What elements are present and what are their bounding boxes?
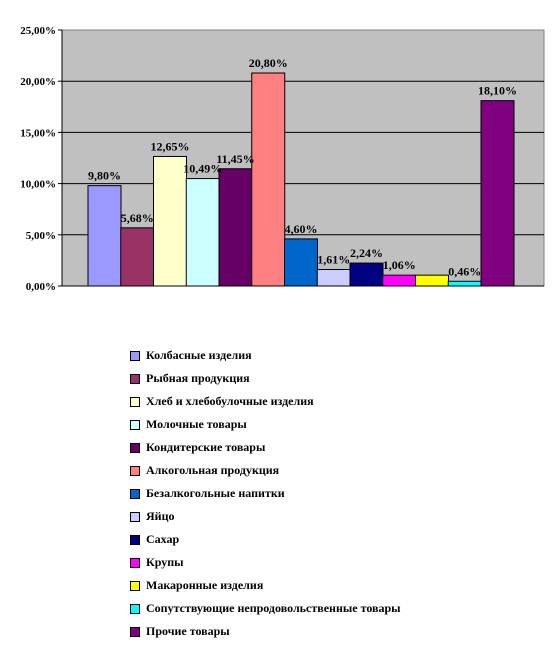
legend-swatch [130, 419, 140, 430]
legend-label: Яйцо [146, 509, 175, 523]
bar-chart: 0,00% 5,00% 10,00% 15,00% 20,00% 25,00% 9,80%… [20, 25, 545, 293]
bar-value-label: 2,24% [350, 246, 383, 260]
bar-value-label: 20,80% [249, 56, 288, 70]
bar [120, 227, 155, 287]
bar [480, 100, 515, 287]
legend-swatch [130, 603, 140, 614]
bar-value-label: 1,06% [383, 258, 416, 272]
legend-item: Прочие товары [130, 620, 401, 643]
legend-swatch [130, 442, 140, 453]
legend-swatch [130, 580, 140, 591]
legend-item: Колбасные изделия [130, 344, 401, 367]
legend-label: Хлеб и хлебобулочные изделия [146, 394, 314, 408]
bar [251, 72, 286, 287]
bar [349, 262, 384, 287]
legend-item: Яйцо [130, 505, 401, 528]
legend-label: Безалкогольные напитки [146, 486, 285, 500]
y-tick-label: 15,00% [20, 127, 56, 139]
bar [284, 238, 318, 287]
bar-value-label: 5,68% [121, 211, 154, 225]
legend-swatch [130, 534, 140, 545]
legend-item: Макаронные изделия [130, 574, 401, 597]
legend-swatch [130, 511, 140, 522]
y-tick-label: 10,00% [20, 179, 56, 191]
bar [316, 269, 351, 287]
legend-label: Макаронные изделия [146, 578, 264, 592]
y-tick-label: 25,00% [20, 25, 56, 37]
legend-label: Кондитерские товары [146, 440, 266, 454]
legend-item: Алкогольная продукция [130, 459, 401, 482]
y-tick-label: 0,00% [26, 281, 56, 293]
legend-label: Алкогольная продукция [146, 463, 280, 477]
bar [447, 280, 482, 287]
legend-item: Крупы [130, 551, 401, 574]
bar [382, 274, 417, 287]
legend-swatch [130, 626, 140, 637]
legend-label: Молочные товары [146, 417, 247, 431]
bar-value-label: 9,80% [88, 169, 121, 183]
legend-item: Безалкогольные напитки [130, 482, 401, 505]
bar-value-label: 10,49% [183, 162, 222, 176]
bar [415, 274, 449, 287]
legend-item: Рыбная продукция [130, 367, 401, 390]
legend-swatch [130, 465, 140, 476]
legend-label: Сахар [146, 532, 180, 546]
legend-label: Сопутствующие непродовольственные товары [146, 601, 401, 615]
bar-value-label: 18,10% [478, 84, 517, 98]
legend-item: Сопутствующие непродовольственные товары [130, 597, 401, 620]
y-tick-label: 5,00% [26, 230, 56, 242]
bar-value-label: 0,46% [448, 264, 481, 278]
legend-swatch [130, 396, 140, 407]
legend-item: Хлеб и хлебобулочные изделия [130, 390, 401, 413]
bar-value-label: 4,60% [285, 222, 318, 236]
legend-label: Колбасные изделия [146, 348, 252, 362]
bar [185, 178, 220, 287]
legend-item: Кондитерские товары [130, 436, 401, 459]
bar-value-label: 12,65% [151, 139, 190, 153]
legend-item: Молочные товары [130, 413, 401, 436]
legend-label: Прочие товары [146, 624, 230, 638]
chart-legend: Колбасные изделия Рыбная продукция Хлеб и … [130, 344, 401, 643]
legend-label: Рыбная продукция [146, 371, 250, 385]
y-tick-label: 20,00% [20, 76, 56, 88]
legend-item: Сахар [130, 528, 401, 551]
bar [218, 168, 253, 287]
bar [153, 155, 187, 287]
legend-label: Крупы [146, 555, 184, 569]
legend-swatch [130, 373, 140, 384]
bar [87, 185, 122, 287]
legend-swatch [130, 350, 140, 361]
bar-value-label: 1,61% [317, 253, 350, 267]
bar-value-label: 11,45% [216, 152, 254, 166]
legend-swatch [130, 557, 140, 568]
legend-swatch [130, 488, 140, 499]
